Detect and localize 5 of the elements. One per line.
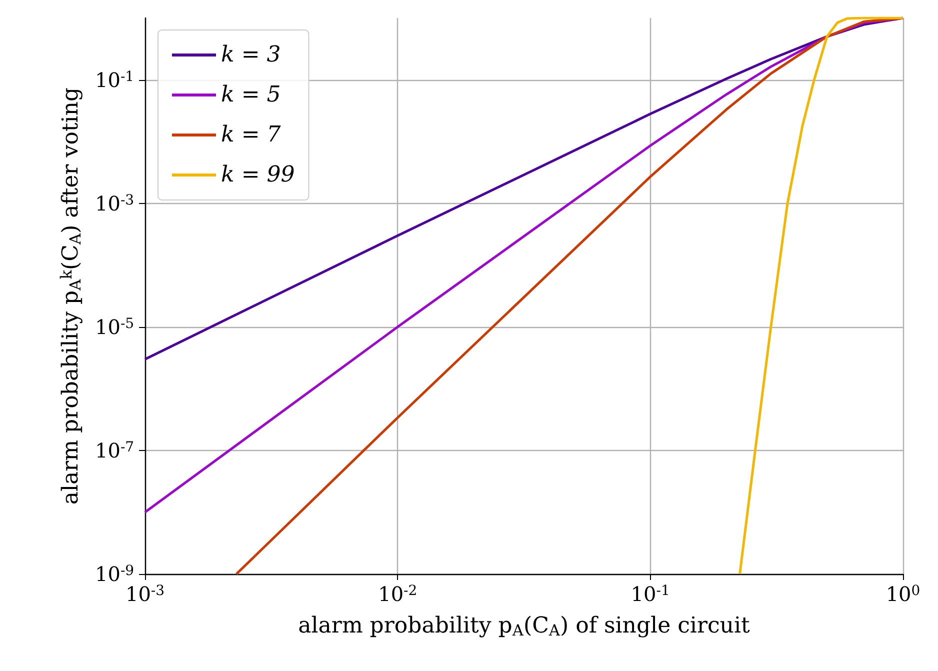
legend-label: k = 7 [221,122,281,148]
legend-label: k = 3 [221,42,281,68]
legend-label: k = 5 [221,82,281,108]
legend-label: k = 99 [221,162,295,188]
y-axis-title: alarm probability pAk(CA) after voting [58,87,84,505]
